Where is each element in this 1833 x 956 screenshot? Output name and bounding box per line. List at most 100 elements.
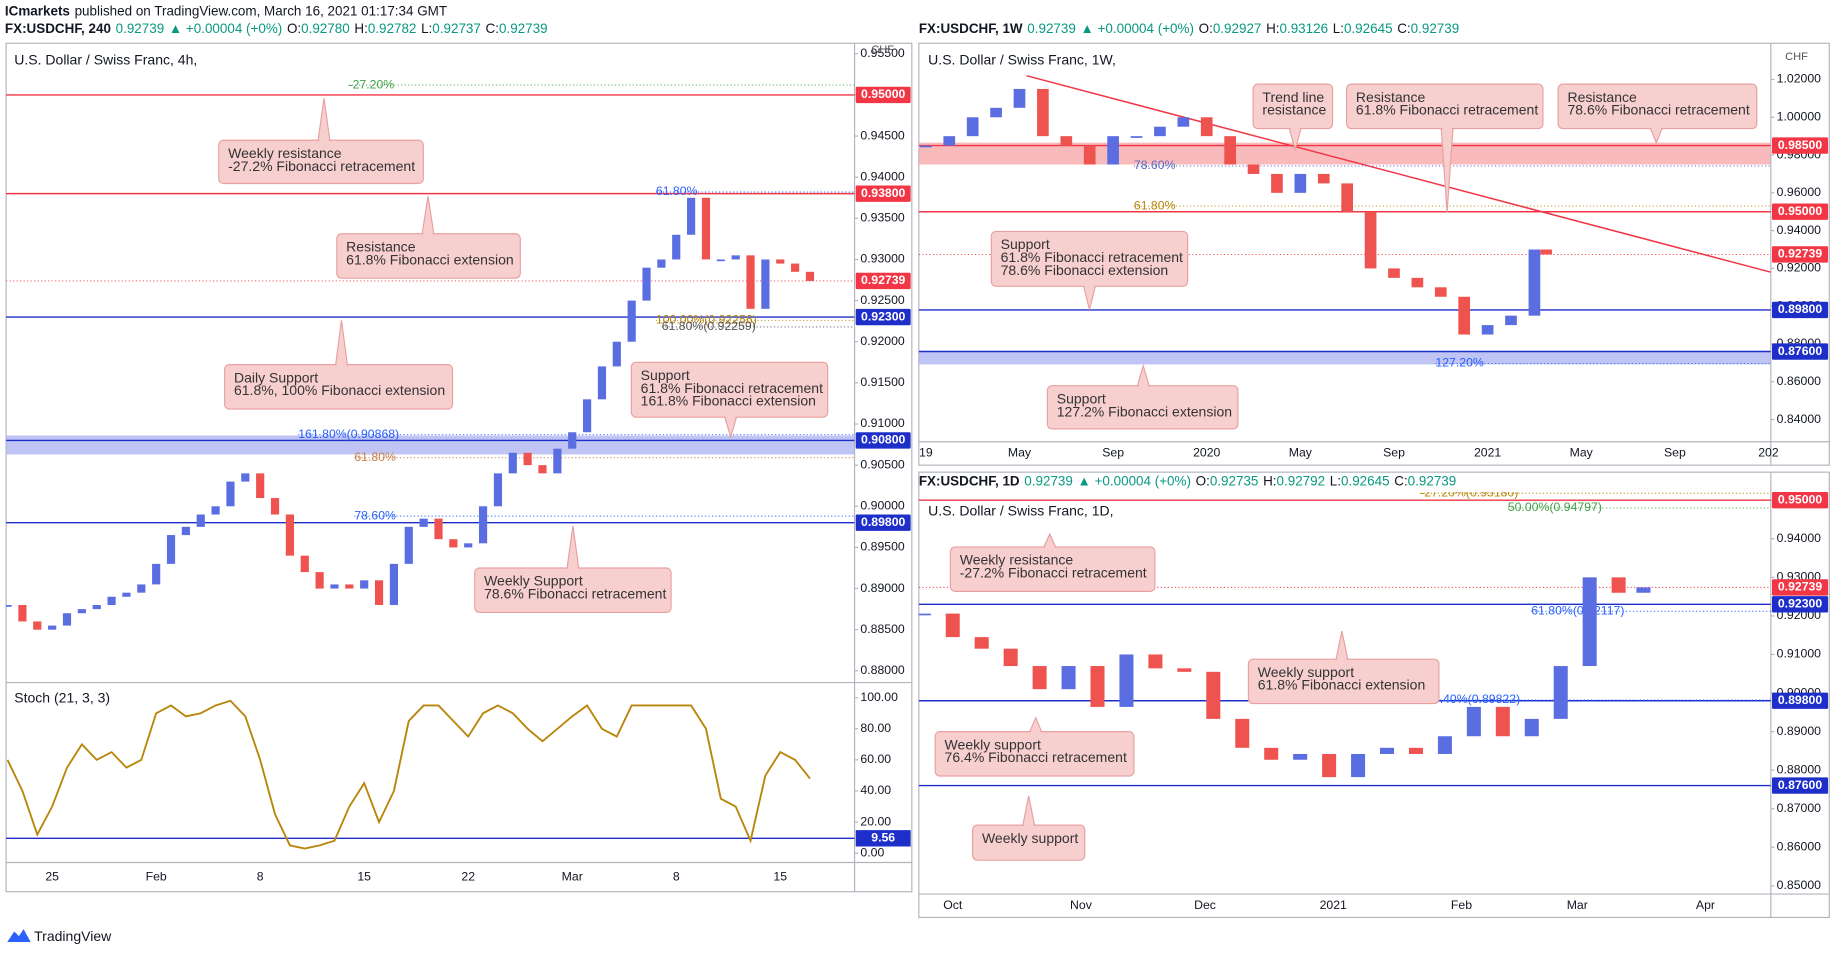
level-label-box <box>855 86 911 104</box>
y-tick-label: 0.93500 <box>860 211 905 225</box>
candle <box>300 555 309 573</box>
level-label-box <box>1771 596 1829 613</box>
candle <box>330 584 339 589</box>
x-tick-label: 2021 <box>1320 898 1347 912</box>
candle <box>1505 315 1517 326</box>
candle <box>1061 666 1076 690</box>
level-label: 0.90800 <box>861 433 906 447</box>
candle <box>374 580 384 606</box>
x-tick-label: Oct <box>943 898 963 912</box>
level-label: 0.92300 <box>861 309 906 323</box>
stoch-line <box>6 699 811 850</box>
candle <box>538 465 547 474</box>
y-tick-label: 0.00 <box>860 845 884 859</box>
y-tick-label: 0.87000 <box>1777 801 1822 815</box>
level-label: 0.95000 <box>1778 492 1823 506</box>
change: ▲ +0.00004 (+0%) <box>1081 21 1194 36</box>
level-label-box <box>1771 246 1829 263</box>
candle <box>1271 173 1283 193</box>
y-tick-label: 0.95500 <box>860 46 905 60</box>
callout-text: Trend line <box>1262 89 1324 105</box>
ohlc-value: 0.92739 <box>499 21 548 36</box>
level-label: 0.98500 <box>1778 138 1823 152</box>
level-label: 0.92739 <box>861 273 906 287</box>
callout-text: Support <box>641 367 690 383</box>
level-label: 0.89800 <box>1778 302 1823 316</box>
candle <box>731 255 740 260</box>
y-tick-label: 0.85000 <box>1777 878 1822 892</box>
level-label: 0.92300 <box>1778 597 1823 611</box>
y-tick-label: 0.89000 <box>860 581 905 595</box>
callout-text: Weekly Support <box>484 573 583 589</box>
candle <box>791 263 800 272</box>
candle <box>1032 666 1047 690</box>
x-tick-label: 8 <box>257 869 264 883</box>
ohlc-key: C: <box>486 21 499 36</box>
candle <box>449 539 458 548</box>
plot-area: -27.20% 61.80% 100.00%(0.92256)61.80%(0.92… <box>6 77 855 630</box>
candle <box>943 136 956 146</box>
candle <box>1495 706 1510 737</box>
callout-text: 61.8% Fibonacci extension <box>1258 677 1426 693</box>
zone <box>918 350 1771 365</box>
x-tick-label: Feb <box>146 869 167 883</box>
zone <box>6 435 855 455</box>
x-tick-label: May <box>1570 446 1594 460</box>
candle <box>404 526 413 564</box>
candle <box>761 259 770 309</box>
symbol: FX:USDCHF, 1D <box>919 473 1020 488</box>
candle <box>1481 325 1494 335</box>
callout-text: Weekly support <box>945 736 1041 752</box>
callout-text: Weekly support <box>982 830 1078 846</box>
candle <box>137 584 146 593</box>
fib-label: -27.20% <box>349 77 395 91</box>
candle <box>805 271 815 281</box>
candle <box>1364 211 1377 269</box>
ohlc-value: 0.92645 <box>1344 21 1393 36</box>
level-label-box <box>855 432 911 449</box>
last-price: 0.92739 <box>1027 21 1076 36</box>
candle <box>582 399 592 433</box>
y-tick-label: 0.94500 <box>860 128 905 142</box>
y-tick-label: 0.92000 <box>1777 261 1822 275</box>
callout-text: Weekly support <box>1258 664 1354 680</box>
x-tick-label: 19 <box>919 446 933 460</box>
x-tick-label: 22 <box>461 869 475 883</box>
x-tick-label: Dec <box>1194 898 1216 912</box>
candle <box>508 452 517 474</box>
y-tick-label: 1.02000 <box>1777 72 1822 86</box>
callout: Weekly resistance-27.2% Fibonacci retrac… <box>218 98 424 185</box>
y-tick-label: 0.96000 <box>1777 185 1822 199</box>
y-tick-label: 0.91000 <box>1777 647 1822 661</box>
ohlc-key: O: <box>1199 21 1213 36</box>
level-label: 0.87600 <box>1778 778 1823 792</box>
candle <box>1322 753 1337 778</box>
callout-text: 161.8% Fibonacci extension <box>641 393 816 409</box>
currency: CHF <box>871 44 894 56</box>
last-price: 0.92739 <box>116 21 165 36</box>
ohlc-key: L: <box>1330 473 1341 488</box>
ohlc-value: 0.92739 <box>1411 21 1460 36</box>
y-tick-label: 0.88000 <box>860 663 905 677</box>
fib-label: 127.20% <box>1435 356 1484 370</box>
ohlc-value: 0.92927 <box>1213 21 1262 36</box>
y-tick-label: 1.00000 <box>1777 110 1822 124</box>
y-tick-label: 0.91000 <box>860 416 905 430</box>
fib-label: 61.80%(0.92259) <box>662 319 756 333</box>
candle <box>360 580 369 589</box>
candle <box>1388 268 1400 278</box>
publisher: ICmarkets <box>5 3 70 18</box>
fib-label: 61.80% <box>656 184 698 198</box>
candle <box>1130 136 1143 138</box>
candle <box>1177 117 1190 127</box>
candle <box>1235 718 1250 748</box>
candle <box>1294 173 1307 193</box>
callout-text: 61.8% Fibonacci retracement <box>641 380 823 396</box>
y-tick-label: 0.89500 <box>860 540 905 554</box>
level-label: 0.89800 <box>1778 693 1823 707</box>
candle <box>1224 136 1236 165</box>
y-tick-label: 0.94000 <box>860 169 905 183</box>
